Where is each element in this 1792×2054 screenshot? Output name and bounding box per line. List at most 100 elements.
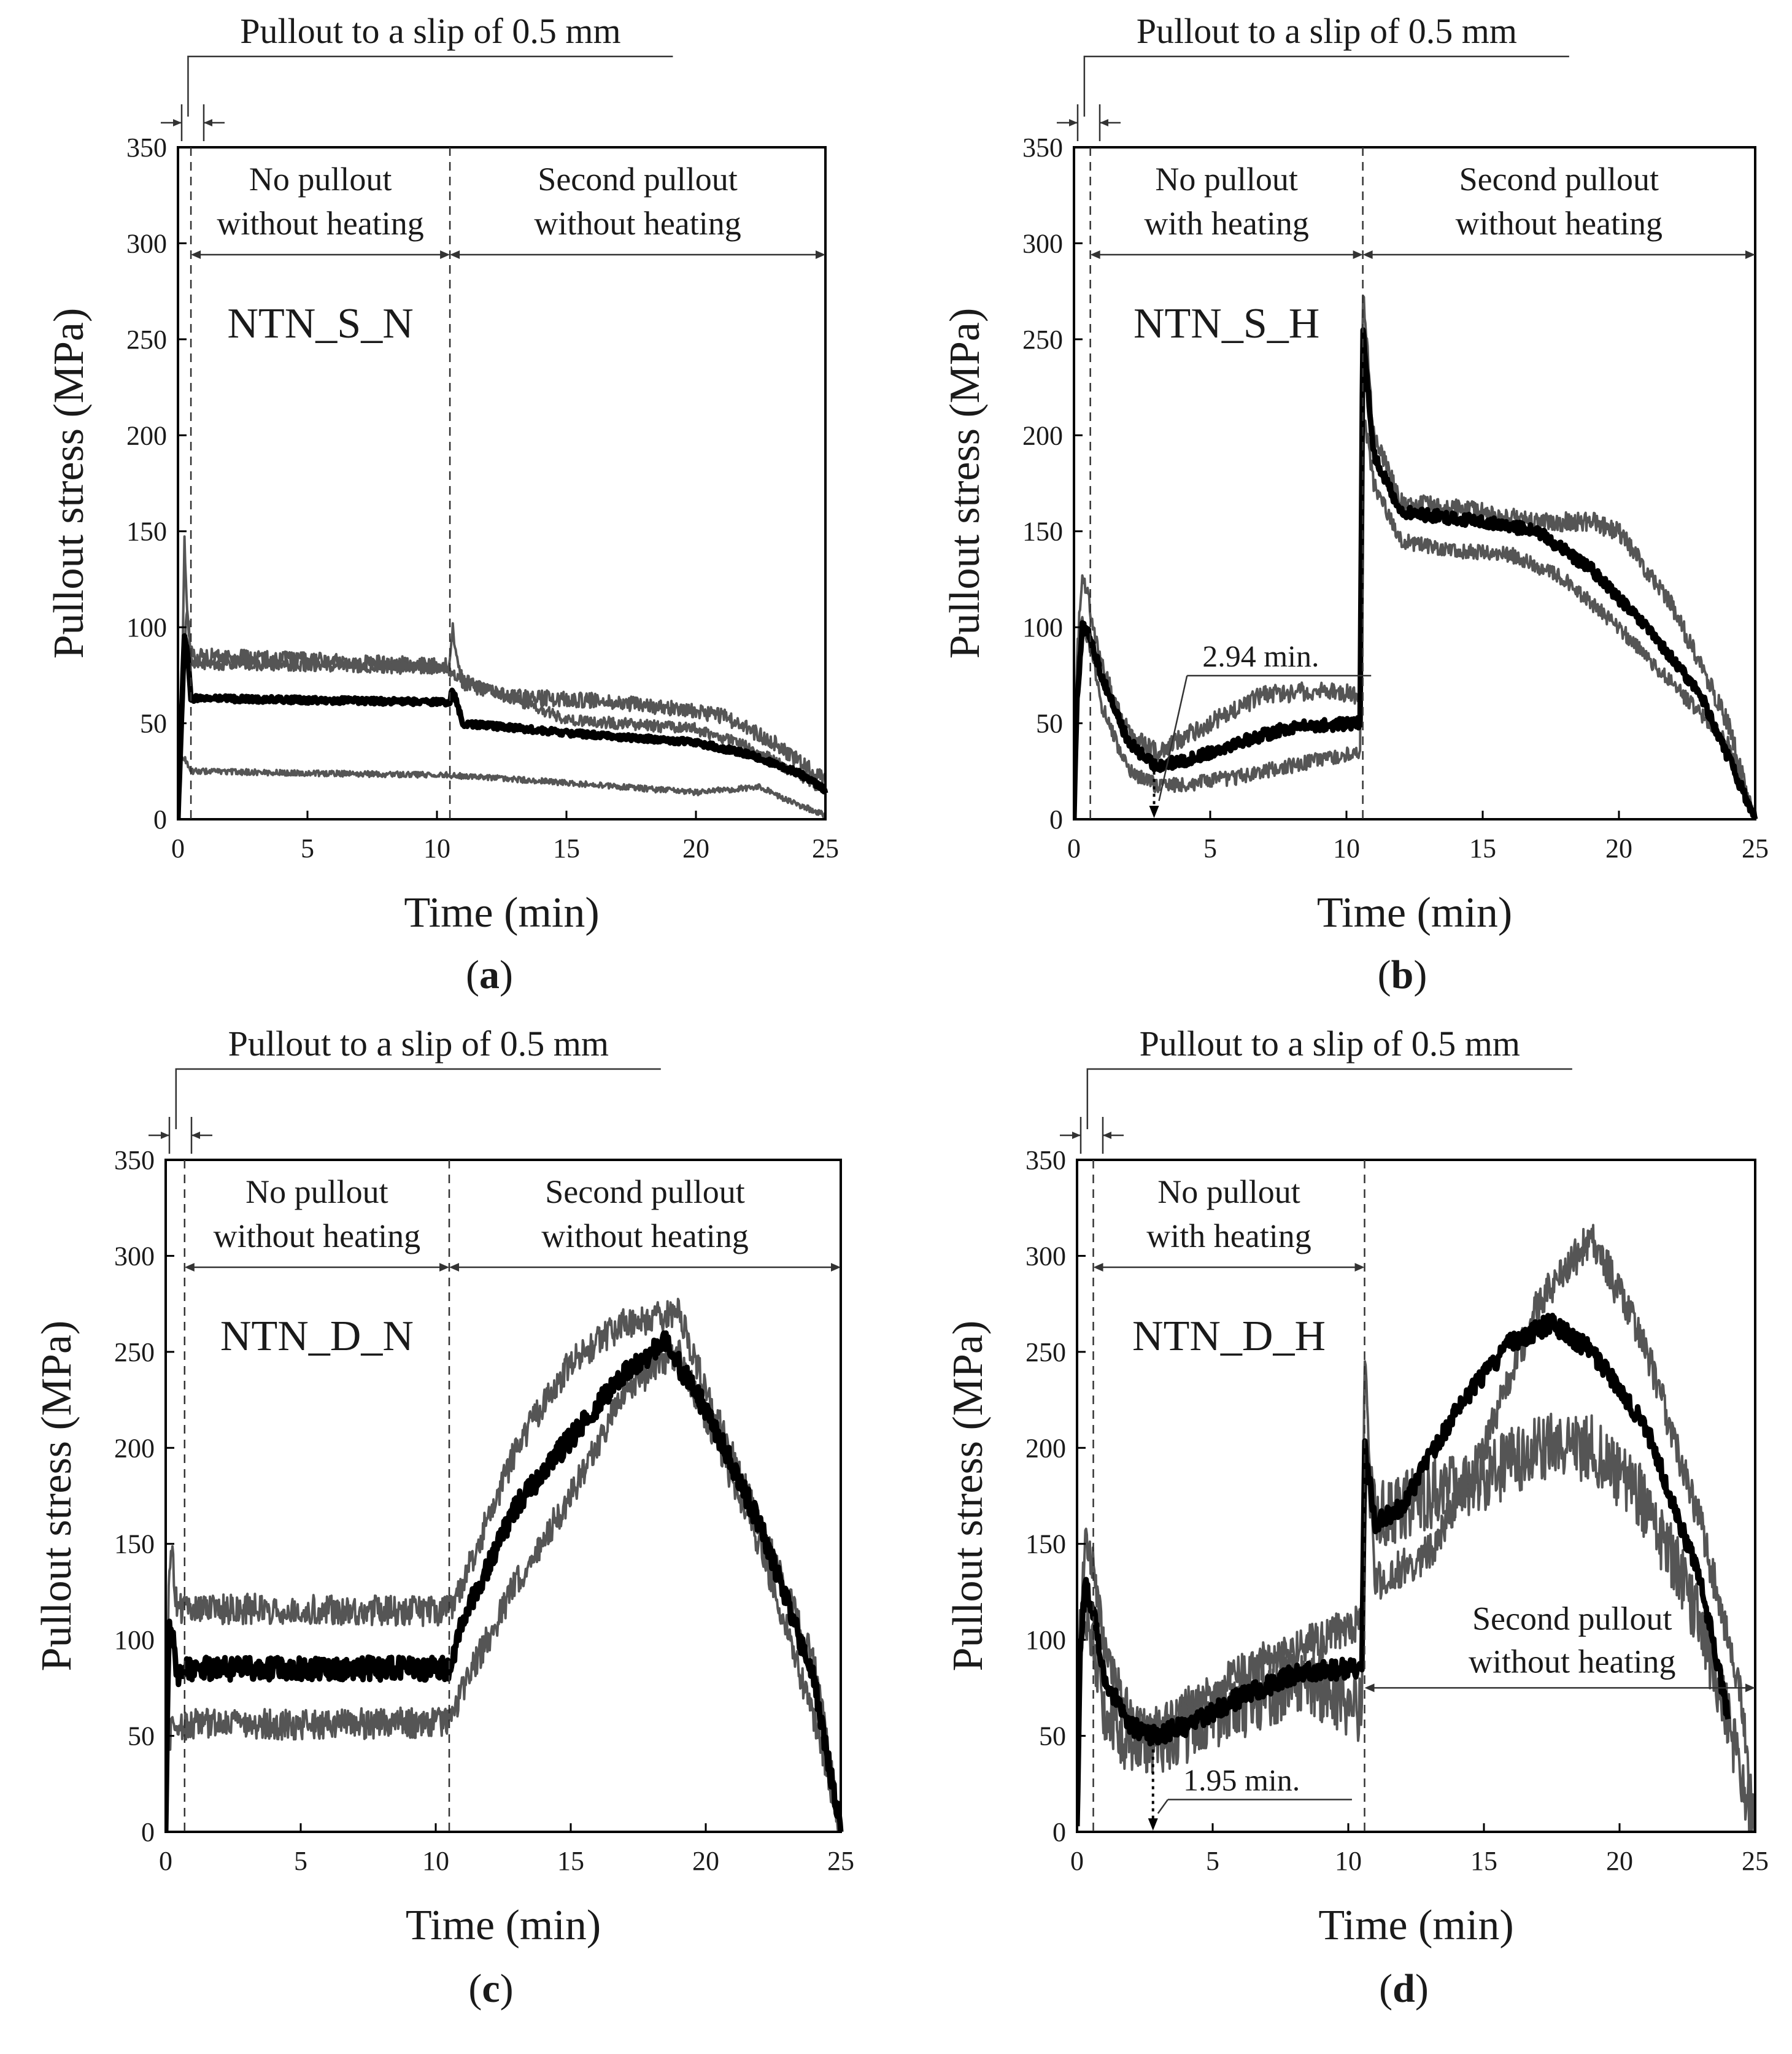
region1-text: without heating — [217, 205, 423, 242]
region1-arrow-head — [439, 1263, 449, 1272]
y-tick-label: 150 — [126, 517, 167, 547]
y-tick-label: 150 — [1025, 1529, 1066, 1559]
panel-d: 0 50 100 150 200 250 300 350 0 5 10 15 20 25 Time (min… — [944, 1024, 1769, 2011]
y-tick-label: 100 — [1022, 612, 1063, 643]
region1-arrow-head — [191, 250, 201, 259]
panel-label-paren: ( — [466, 952, 479, 997]
panel-b: 0 50 100 150 200 250 300 350 0 5 10 15 20 25 Time (min… — [941, 11, 1769, 997]
slip-range-arrow-head — [204, 119, 212, 126]
region2-arrow-head — [1745, 1683, 1755, 1693]
x-tick-label: 15 — [553, 833, 580, 863]
x-axis-title: Time (min) — [406, 1902, 601, 1949]
panel-label-letter: a — [479, 952, 500, 997]
series-line-specimen-1 — [166, 1297, 842, 1832]
region1-text: No pullout — [249, 161, 392, 198]
annotation-leader — [1157, 1799, 1168, 1814]
series-line-average — [1077, 1313, 1731, 1826]
y-tick-label: 300 — [126, 228, 167, 258]
region1-text: with heating — [1144, 205, 1308, 242]
series-line-specimen-2 — [1074, 412, 1756, 819]
slip-range-arrow-head — [1072, 1132, 1081, 1139]
y-axis-title: Pullout stress (MPa) — [33, 1321, 80, 1672]
specimen-label: NTN_S_H — [1134, 300, 1319, 347]
panel-c: 0 50 100 150 200 250 300 350 0 5 10 15 20 25 Time (min… — [33, 1024, 854, 2011]
region1-arrow-head — [1354, 1263, 1365, 1272]
y-axis-title: Pullout stress (MPa) — [45, 308, 93, 659]
panel-label-paren: ( — [1379, 1966, 1392, 2011]
region1-text: without heating — [214, 1218, 420, 1254]
region2-text: without heating — [534, 205, 741, 242]
region1-text: No pullout — [1155, 161, 1298, 198]
x-axis-title: Time (min) — [1317, 889, 1512, 936]
region1-text: with heating — [1146, 1218, 1311, 1254]
y-tick-label: 150 — [114, 1529, 155, 1559]
series-line-specimen-3 — [178, 755, 827, 819]
x-tick-label: 20 — [1606, 1846, 1633, 1876]
x-tick-label: 0 — [1070, 1846, 1084, 1876]
slip-range-arrow-head — [173, 119, 182, 126]
specimen-label: NTN_D_H — [1132, 1313, 1326, 1360]
panel-label: (b) — [1378, 952, 1427, 997]
annotation-text: 1.95 min. — [1183, 1763, 1300, 1797]
region2-arrow-head — [1364, 1683, 1375, 1693]
y-tick-label: 250 — [114, 1337, 155, 1367]
y-tick-label: 300 — [1025, 1241, 1066, 1271]
panel-label-paren: ) — [1413, 952, 1427, 997]
region2-text: Second pullout — [1472, 1600, 1672, 1637]
y-tick-label: 100 — [114, 1625, 155, 1655]
y-tick-label: 0 — [1052, 1817, 1066, 1847]
x-tick-label: 20 — [682, 833, 709, 863]
series-line-average — [178, 633, 828, 819]
slip-range-arrow-head — [191, 1132, 200, 1139]
x-tick-label: 5 — [294, 1846, 307, 1876]
annotation-arrowhead — [1148, 1818, 1158, 1831]
panel-label-paren: ) — [500, 1966, 514, 2011]
top-label: Pullout to a slip of 0.5 mm — [1140, 1024, 1520, 1064]
y-tick-label: 350 — [126, 133, 167, 163]
x-tick-label: 15 — [1469, 833, 1496, 863]
y-tick-label: 50 — [128, 1721, 155, 1751]
panel-label-paren: ( — [468, 1966, 482, 2011]
top-label: Pullout to a slip of 0.5 mm — [228, 1024, 609, 1064]
series-line-specimen-2 — [178, 609, 827, 818]
x-tick-label: 20 — [692, 1846, 719, 1876]
x-tick-label: 10 — [422, 1846, 449, 1876]
region2-arrow-head — [816, 250, 825, 259]
top-bracket — [1086, 1068, 1572, 1129]
x-tick-label: 15 — [557, 1846, 584, 1876]
x-tick-label: 0 — [171, 833, 185, 863]
region2-arrow-head — [450, 250, 460, 259]
region2-text: Second pullout — [545, 1173, 744, 1210]
y-tick-label: 350 — [1022, 133, 1063, 163]
y-tick-label: 350 — [1025, 1145, 1066, 1175]
y-axis-title: Pullout stress (MPa) — [944, 1321, 992, 1672]
y-tick-label: 50 — [1036, 709, 1063, 739]
annotation-text: 2.94 min. — [1202, 639, 1319, 673]
region2-arrow-head — [1362, 250, 1373, 259]
region2-text: without heating — [1469, 1643, 1675, 1680]
y-tick-label: 50 — [140, 709, 167, 739]
plot-frame — [164, 1159, 842, 1833]
y-tick-label: 200 — [1022, 420, 1063, 450]
region1-arrow-head — [1353, 250, 1363, 259]
panel-label-letter: c — [482, 1966, 500, 2011]
region2-arrow-head — [1745, 250, 1755, 259]
y-tick-label: 50 — [1039, 1721, 1066, 1751]
series-line-specimen-1 — [1074, 295, 1756, 819]
y-tick-label: 100 — [126, 612, 167, 643]
x-tick-label: 25 — [812, 833, 839, 863]
x-tick-label: 5 — [301, 833, 314, 863]
series-line-average — [1074, 327, 1758, 819]
top-bracket — [175, 1068, 661, 1129]
x-axis-title: Time (min) — [404, 889, 599, 936]
slip-range-arrow-head — [1103, 1132, 1111, 1139]
region2-arrow-head — [831, 1263, 841, 1272]
region1-arrow-head — [440, 250, 450, 259]
x-tick-label: 10 — [423, 833, 450, 863]
region2-text: without heating — [1456, 205, 1663, 242]
x-axis-title: Time (min) — [1318, 1902, 1513, 1949]
x-tick-label: 10 — [1333, 833, 1360, 863]
region1-text: No pullout — [245, 1173, 388, 1210]
x-tick-label: 15 — [1470, 1846, 1497, 1876]
